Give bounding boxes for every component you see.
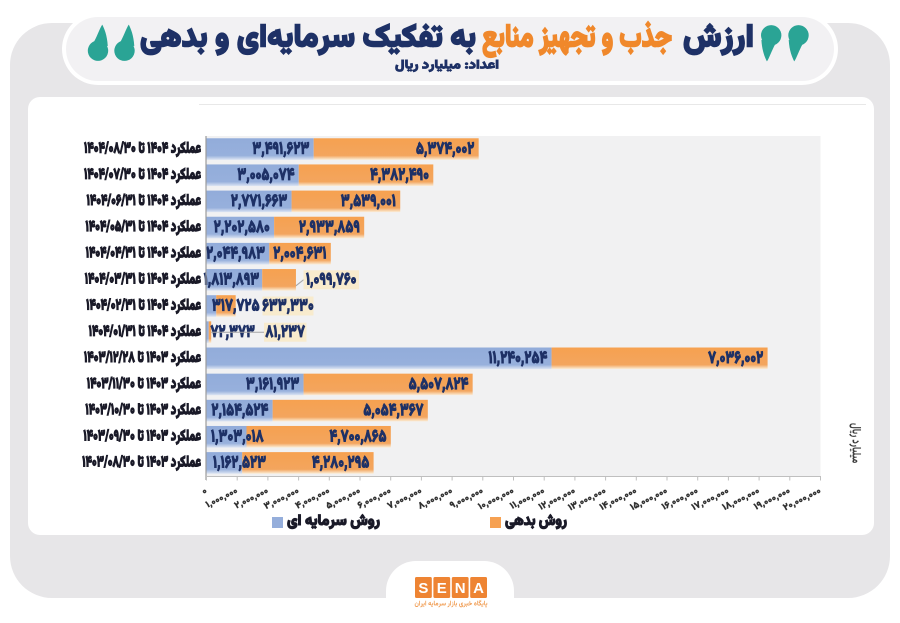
svg-text:N: N (455, 580, 466, 597)
svg-text:A: A (473, 580, 484, 597)
svg-text:S: S (418, 580, 428, 597)
svg-text:E: E (437, 580, 447, 597)
